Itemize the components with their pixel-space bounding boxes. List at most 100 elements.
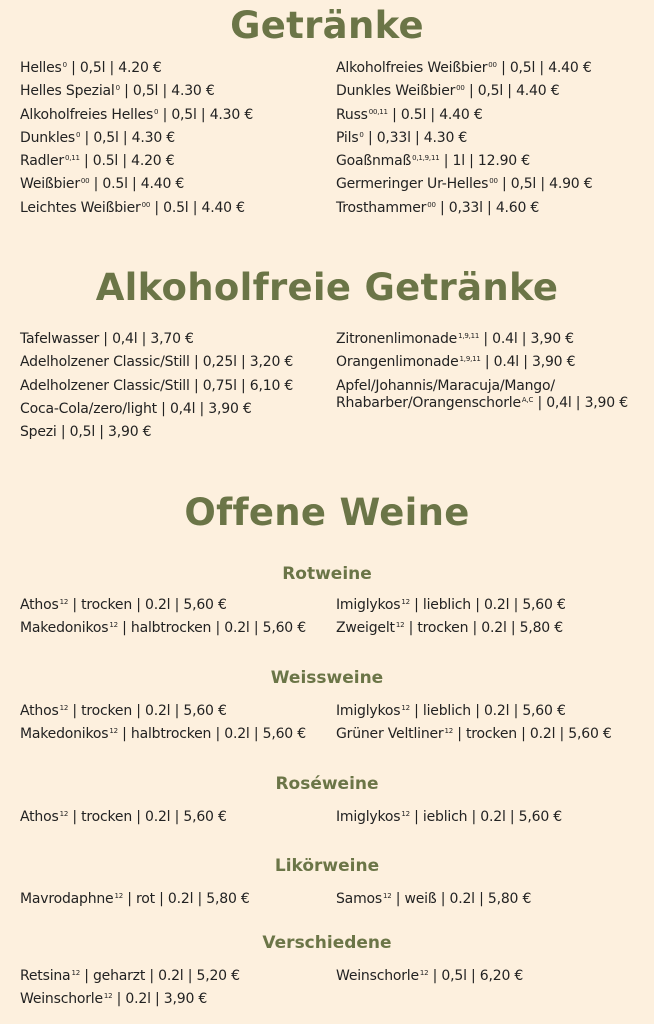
menu-item: Spezi | 0,5l | 3,90 € xyxy=(20,421,293,444)
menu-item: Zitronenlimonade1,9,11 | 0.4l | 3,90 € xyxy=(336,328,628,351)
menu-item: Leichtes Weißbier00 | 0.5l | 4.40 € xyxy=(20,197,253,220)
menu-item: Helles Spezial0 | 0,5l | 4.30 € xyxy=(20,80,253,103)
menu-item: Athos12 | trocken | 0.2l | 5,60 € xyxy=(20,594,306,617)
menu-item-size-price: | 0.2l | 3,90 € xyxy=(112,991,208,1008)
menu-item-name: Tafelwasser xyxy=(20,331,100,347)
menu-item: Goaßnmaß0,1,9,11 | 1l | 12.90 € xyxy=(336,150,592,173)
allergen-footnote: 00 xyxy=(80,177,90,186)
menu-item-size-price: | 0,33l | 4.30 € xyxy=(363,129,468,146)
menu-item: Imiglykos12 | lieblich | 0.2l | 5,60 € xyxy=(336,700,612,723)
roseweine-left-list: Athos12 | trocken | 0.2l | 5,60 € xyxy=(20,806,227,829)
menu-item-size-price: | 0.5l | 4.40 € xyxy=(150,199,245,216)
menu-item-name: Germeringer Ur-Helles xyxy=(336,176,489,193)
menu-item: Alkoholfreies Weißbier00 | 0,5l | 4.40 € xyxy=(336,57,592,80)
menu-item-name: Dunkles xyxy=(20,129,76,146)
allergen-footnote: 12 xyxy=(103,992,113,1001)
menu-item-name: Athos xyxy=(20,703,59,719)
rotweine-right-list: Imiglykos12 | lieblich | 0.2l | 5,60 € Zw… xyxy=(336,594,566,641)
menu-item-name: Leichtes Weißbier xyxy=(20,199,141,216)
menu-item-name: Spezi xyxy=(20,424,57,441)
menu-item: Grüner Veltliner12 | trocken | 0.2l | 5,… xyxy=(336,723,612,746)
menu-item-size-price: | 0,5l | 4.30 € xyxy=(158,106,254,123)
menu-item-name: Helles xyxy=(20,60,62,76)
menu-item: Samos12 | weiß | 0.2l | 5,80 € xyxy=(336,888,531,911)
menu-item-size-price: | 0.5l | 4.40 € xyxy=(387,106,483,123)
weissweine-left-list: Athos12 | trocken | 0.2l | 5,60 € Makedon… xyxy=(20,700,306,747)
menu-item: Weinschorle12 | 0,5l | 6,20 € xyxy=(336,965,523,988)
menu-item-name: Dunkles Weißbier xyxy=(336,83,456,100)
menu-item: Dunkles Weißbier00 | 0,5l | 4.40 € xyxy=(336,80,592,103)
subheading-roseweine: Roséweine xyxy=(275,774,379,794)
menu-item: Athos12 | trocken | 0.2l | 5,60 € xyxy=(20,806,227,829)
menu-item: Pils0 | 0,33l | 4.30 € xyxy=(336,127,592,150)
menu-item-name: Adelholzener Classic/Still xyxy=(20,377,190,394)
menu-item-name: Grüner Veltliner xyxy=(336,726,444,743)
menu-item-name: Orangenlimonade xyxy=(336,354,459,371)
menu-item-name: Rhabarber/Orangenschorle xyxy=(336,394,521,411)
allergen-footnote: 12 xyxy=(59,704,69,712)
menu-item-name: Athos xyxy=(20,809,59,825)
menu-item: Germeringer Ur-Helles00 | 0,5l | 4.90 € xyxy=(336,173,593,196)
menu-item-name: Alkoholfreies Helles xyxy=(20,106,154,123)
menu-item-name: Adelholzener Classic/Still xyxy=(20,354,190,371)
menu-item-name: Retsina xyxy=(20,968,71,984)
allergen-footnote: 12 xyxy=(419,969,429,977)
allergen-footnote: 00,11 xyxy=(368,107,388,116)
menu-item-name: Athos xyxy=(20,597,59,613)
menu-item-name: Imiglykos xyxy=(336,597,401,613)
menu-item-name: Goaßnmaß xyxy=(336,153,412,170)
menu-item-name: Imiglykos xyxy=(336,809,401,825)
menu-item: Imiglykos12 | ieblich | 0.2l | 5,60 € xyxy=(336,806,562,829)
menu-item-size-price: | halbtrocken | 0.2l | 5,60 € xyxy=(117,620,306,637)
menu-item-size-price: | 0.4l | 3,90 € xyxy=(480,354,576,371)
menu-item: Helles0 | 0,5l | 4.20 € xyxy=(20,57,253,80)
allergen-footnote: 0,1,9,11 xyxy=(412,154,440,163)
menu-item: Athos12 | trocken | 0.2l | 5,60 € xyxy=(20,700,306,723)
allergen-footnote: 12 xyxy=(109,621,118,630)
menu-item-name: Samos xyxy=(336,891,382,907)
getraenke-right-list: Alkoholfreies Weißbier00 | 0,5l | 4.40 €… xyxy=(336,57,593,220)
alkoholfrei-right-list: Zitronenlimonade1,9,11 | 0.4l | 3,90 € Or… xyxy=(336,328,628,412)
menu-item-size-price: | halbtrocken | 0.2l | 5,60 € xyxy=(117,726,306,743)
menu-item: Radler0,11 | 0.5l | 4.20 € xyxy=(20,150,253,173)
menu-item: Adelholzener Classic/Still | 0,75l | 6,1… xyxy=(20,375,293,398)
likoerweine-left-list: Mavrodaphne12 | rot | 0.2l | 5,80 € xyxy=(20,888,250,911)
menu-item-size-price: | lieblich | 0.2l | 5,60 € xyxy=(409,703,566,719)
alkoholfrei-left-list: Tafelwasser | 0,4l | 3,70 € Adelholzener … xyxy=(20,328,293,444)
menu-item-size-price: | 0,5l | 4.40 € xyxy=(496,60,592,76)
menu-item-size-price: | 0,4l | 3,90 € xyxy=(156,400,252,417)
menu-item-name: Coca-Cola/zero/light xyxy=(20,400,157,417)
allergen-footnote: 12 xyxy=(401,704,410,712)
menu-item-size-price: | 0.4l | 3,90 € xyxy=(479,331,574,347)
allergen-footnote: 12 xyxy=(59,810,69,818)
menu-item-size-price: | trocken | 0.2l | 5,80 € xyxy=(404,620,564,637)
menu-item: Mavrodaphne12 | rot | 0.2l | 5,80 € xyxy=(20,888,250,911)
allergen-footnote: 12 xyxy=(59,598,69,606)
allergen-footnote: 00 xyxy=(141,200,151,209)
menu-item: Weinschorle12 | 0.2l | 3,90 € xyxy=(20,988,240,1011)
menu-item-name: Radler xyxy=(20,153,64,170)
menu-item-name: Pils xyxy=(336,129,359,146)
subheading-weissweine: Weissweine xyxy=(270,668,384,688)
weissweine-right-list: Imiglykos12 | lieblich | 0.2l | 5,60 € Gr… xyxy=(336,700,612,747)
menu-item-name: Weißbier xyxy=(20,176,80,193)
allergen-footnote: 12 xyxy=(395,621,405,630)
getraenke-left-list: Helles0 | 0,5l | 4.20 € Helles Spezial0 |… xyxy=(20,57,253,220)
menu-item-size-price: | 0,75l | 6,10 € xyxy=(189,377,294,394)
menu-item-size-price: | trocken | 0.2l | 5,60 € xyxy=(68,703,227,719)
allergen-footnote: 0 xyxy=(76,130,81,139)
allergen-footnote: 0 xyxy=(115,84,120,93)
menu-item-size-price: | trocken | 0.2l | 5,60 € xyxy=(68,597,227,613)
menu-item-name: Mavrodaphne xyxy=(20,891,114,907)
menu-item-size-price: | weiß | 0.2l | 5,80 € xyxy=(391,891,532,907)
menu-item-name: Weinschorle xyxy=(20,991,103,1008)
menu-item: Apfel/Johannis/Maracuja/Mango/Rhabarber/… xyxy=(336,375,628,412)
menu-item-size-price: | 0,5l | 4.90 € xyxy=(497,176,593,193)
allergen-footnote: 0 xyxy=(154,107,159,116)
menu-item-name: Imiglykos xyxy=(336,703,401,719)
menu-item: Adelholzener Classic/Still | 0,25l | 3,2… xyxy=(20,351,293,374)
allergen-footnote: 00 xyxy=(456,84,465,93)
verschiedene-right-list: Weinschorle12 | 0,5l | 6,20 € xyxy=(336,965,523,988)
menu-item-name: Weinschorle xyxy=(336,968,419,984)
menu-item: Makedonikos12 | halbtrocken | 0.2l | 5,6… xyxy=(20,617,306,640)
